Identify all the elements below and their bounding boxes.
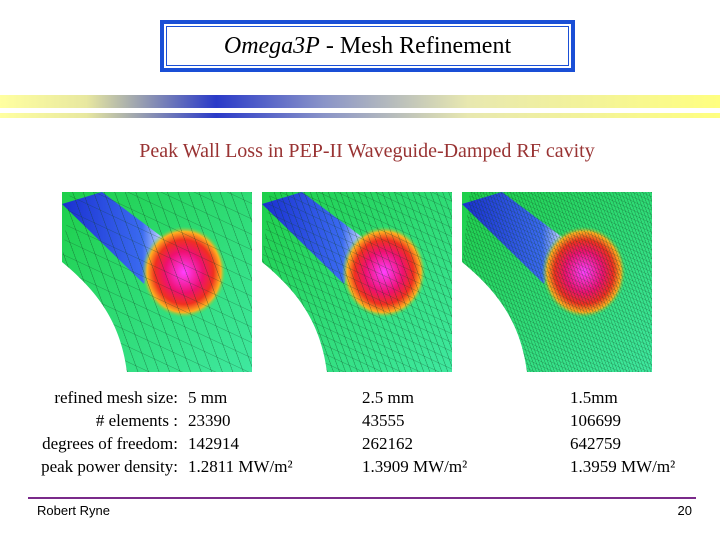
cell-value: 2.5 mm <box>362 388 414 407</box>
cell-value: 43555 <box>362 411 405 430</box>
mesh-image <box>262 192 452 372</box>
footer-author: Robert Ryne <box>37 503 110 518</box>
cell-value: 23390 <box>188 411 231 430</box>
cell-value: 1.2811 MW/m² <box>188 457 293 476</box>
row-label: # elements : <box>95 411 178 430</box>
row-label: refined mesh size: <box>54 388 178 407</box>
subtitle: Peak Wall Loss in PEP-II Waveguide-Dampe… <box>139 140 595 162</box>
title-rest: - Mesh Refinement <box>325 33 512 59</box>
cell-value: 262162 <box>362 434 413 453</box>
mesh-image <box>62 192 252 372</box>
cell-value: 106699 <box>570 411 621 430</box>
page-number: 20 <box>677 503 692 518</box>
title-italic: Omega3P <box>223 33 320 59</box>
cell-value: 1.3959 MW/m² <box>570 457 676 476</box>
decor-stripe <box>0 95 720 108</box>
cell-value: 5 mm <box>188 388 228 407</box>
cell-value: 142914 <box>188 434 239 453</box>
decor-stripe <box>0 113 720 118</box>
cell-value: 1.3909 MW/m² <box>362 457 468 476</box>
mesh-image <box>462 192 652 372</box>
title-box: Omega3P - Mesh Refinement <box>160 20 575 72</box>
footer-rule <box>28 497 696 499</box>
row-label: peak power density: <box>41 457 178 476</box>
cell-value: 642759 <box>570 434 621 453</box>
row-label: degrees of freedom: <box>42 434 178 453</box>
title: Omega3P - Mesh Refinement <box>166 26 569 66</box>
cell-value: 1.5mm <box>570 388 618 407</box>
